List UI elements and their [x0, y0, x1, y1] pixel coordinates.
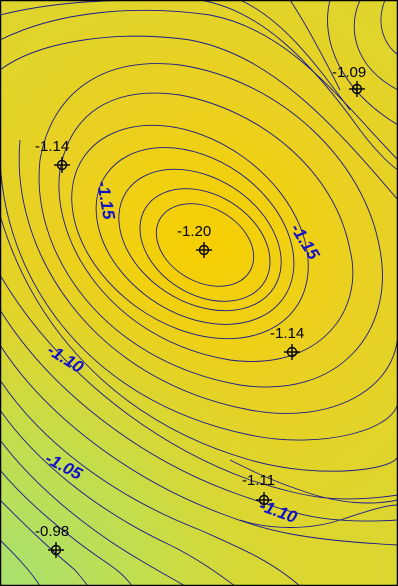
contour-line — [0, 499, 89, 586]
contour-ring — [58, 92, 354, 362]
contour-ring — [118, 168, 282, 312]
point-value-label: -1.11 — [242, 472, 275, 489]
sample-point: -0.98 — [35, 523, 69, 558]
contour-line — [0, 344, 398, 546]
contour-line — [380, 0, 398, 56]
contour-line — [0, 539, 41, 586]
sample-point: -1.11 — [242, 472, 275, 508]
contour-line — [0, 379, 301, 586]
contour-ring — [155, 203, 255, 287]
contour-line — [239, 504, 398, 528]
sample-point: -1.20 — [177, 223, 212, 258]
point-value-label: -1.09 — [332, 64, 366, 81]
point-value-label: -1.14 — [35, 138, 69, 155]
contour-line — [0, 274, 398, 500]
point-value-label: -1.14 — [270, 325, 304, 342]
contour-ring — [38, 63, 383, 388]
sample-points: -1.09 -1.14 -1.20 -1.14 -1.11 -0.98 — [35, 64, 366, 558]
sample-point: -1.14 — [270, 325, 304, 360]
contour-line — [0, 409, 236, 586]
point-value-label: -1.20 — [177, 223, 211, 240]
point-value-label: -0.98 — [35, 523, 69, 540]
contour-line — [289, 0, 341, 91]
contour-line — [0, 469, 133, 586]
sample-point: -1.09 — [332, 64, 366, 97]
contour-line — [199, 0, 398, 171]
contour-line — [353, 0, 398, 91]
contour-line — [229, 459, 398, 504]
contour-line — [239, 0, 351, 111]
contour-line — [0, 439, 186, 586]
contour-line — [0, 214, 398, 472]
contour-line — [18, 139, 398, 414]
contour-ring — [71, 124, 309, 340]
contour-ring — [139, 188, 271, 302]
contour-line — [0, 309, 398, 522]
contour-line — [327, 0, 398, 126]
contour-ring — [95, 147, 295, 325]
contour-line — [0, 35, 398, 201]
sample-point: -1.14 — [35, 138, 70, 173]
contour-line — [0, 149, 398, 441]
